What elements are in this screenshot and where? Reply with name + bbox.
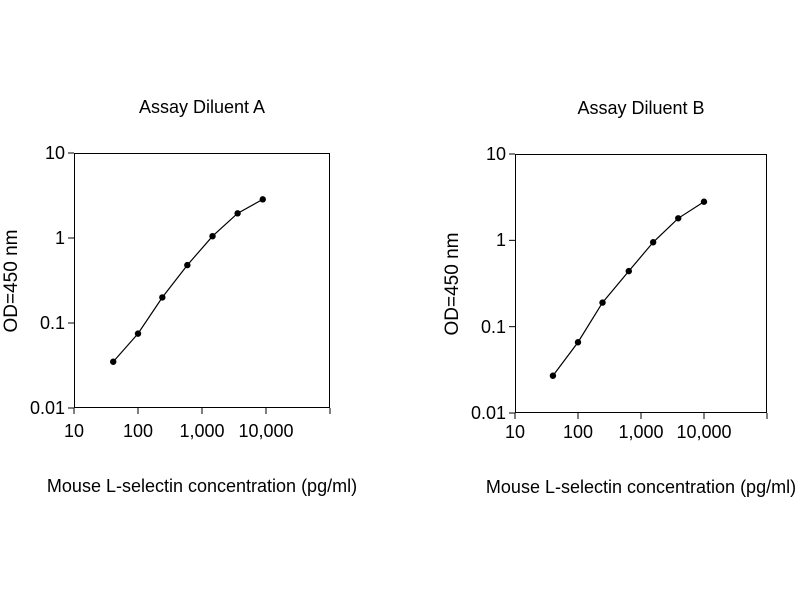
chart-a-y-tick-label: 10 bbox=[44, 143, 65, 163]
data-point bbox=[574, 339, 582, 346]
chart-b-x-axis-label: Mouse L-selectin concentration (pg/ml) bbox=[485, 477, 797, 497]
chart-b-x-tick-label: 10,000 bbox=[676, 422, 732, 442]
data-point bbox=[625, 267, 632, 275]
chart-b-plot-area bbox=[509, 153, 768, 419]
chart-b-y-axis-label: OD=450 nm bbox=[442, 232, 463, 335]
data-point bbox=[110, 358, 117, 365]
chart-a-y-tick-label: 1 bbox=[54, 227, 65, 248]
data-point bbox=[134, 330, 142, 337]
data-point bbox=[549, 372, 557, 379]
chart-a-y-axis-label: OD=450 nm bbox=[1, 229, 22, 332]
data-point bbox=[234, 210, 241, 217]
chart-b-x-tick-label: 10 bbox=[504, 422, 526, 442]
chart-a-x-tick-label: 100 bbox=[122, 421, 154, 441]
data-point bbox=[700, 198, 708, 205]
chart-a-x-tick-label: 10 bbox=[63, 421, 85, 441]
plot-border bbox=[515, 154, 767, 413]
data-point bbox=[259, 196, 266, 203]
chart-b-x-tick-label: 100 bbox=[562, 422, 594, 442]
chart-a-title: Assay Diluent A bbox=[138, 97, 266, 117]
standard-curve-line bbox=[552, 201, 705, 377]
data-point bbox=[649, 239, 657, 246]
chart-b-y-tick-label: 0.1 bbox=[480, 316, 506, 337]
chart-assay-diluent-a: Assay Diluent A OD=450 nm 10 1 0.1 0.01 … bbox=[1, 97, 357, 496]
standard-curve-line bbox=[112, 198, 264, 363]
chart-b-y-tick-label: 10 bbox=[485, 144, 506, 164]
chart-b-title: Assay Diluent B bbox=[577, 98, 705, 118]
chart-b-y-tick-label: 1 bbox=[495, 230, 506, 251]
chart-a-x-tick-label: 10,000 bbox=[238, 421, 294, 441]
chart-a-x-axis-label: Mouse L-selectin concentration (pg/ml) bbox=[46, 476, 358, 496]
chart-a-y-tick-label: 0.01 bbox=[29, 398, 65, 418]
chart-a-x-tick-label: 1,000 bbox=[179, 421, 225, 441]
chart-b-y-tick-label: 0.01 bbox=[470, 403, 506, 423]
data-point bbox=[184, 261, 191, 269]
chart-assay-diluent-b: Assay Diluent B OD=450 nm 10 1 0.1 0.01 … bbox=[442, 98, 796, 497]
data-point bbox=[159, 294, 166, 301]
chart-a-y-tick-label: 0.1 bbox=[39, 313, 65, 333]
chart-b-x-tick-label: 1,000 bbox=[618, 422, 664, 442]
data-point bbox=[675, 215, 682, 222]
data-point bbox=[209, 232, 216, 240]
data-point bbox=[599, 299, 606, 306]
plot-border bbox=[74, 153, 330, 408]
chart-a-plot-area bbox=[68, 152, 331, 414]
